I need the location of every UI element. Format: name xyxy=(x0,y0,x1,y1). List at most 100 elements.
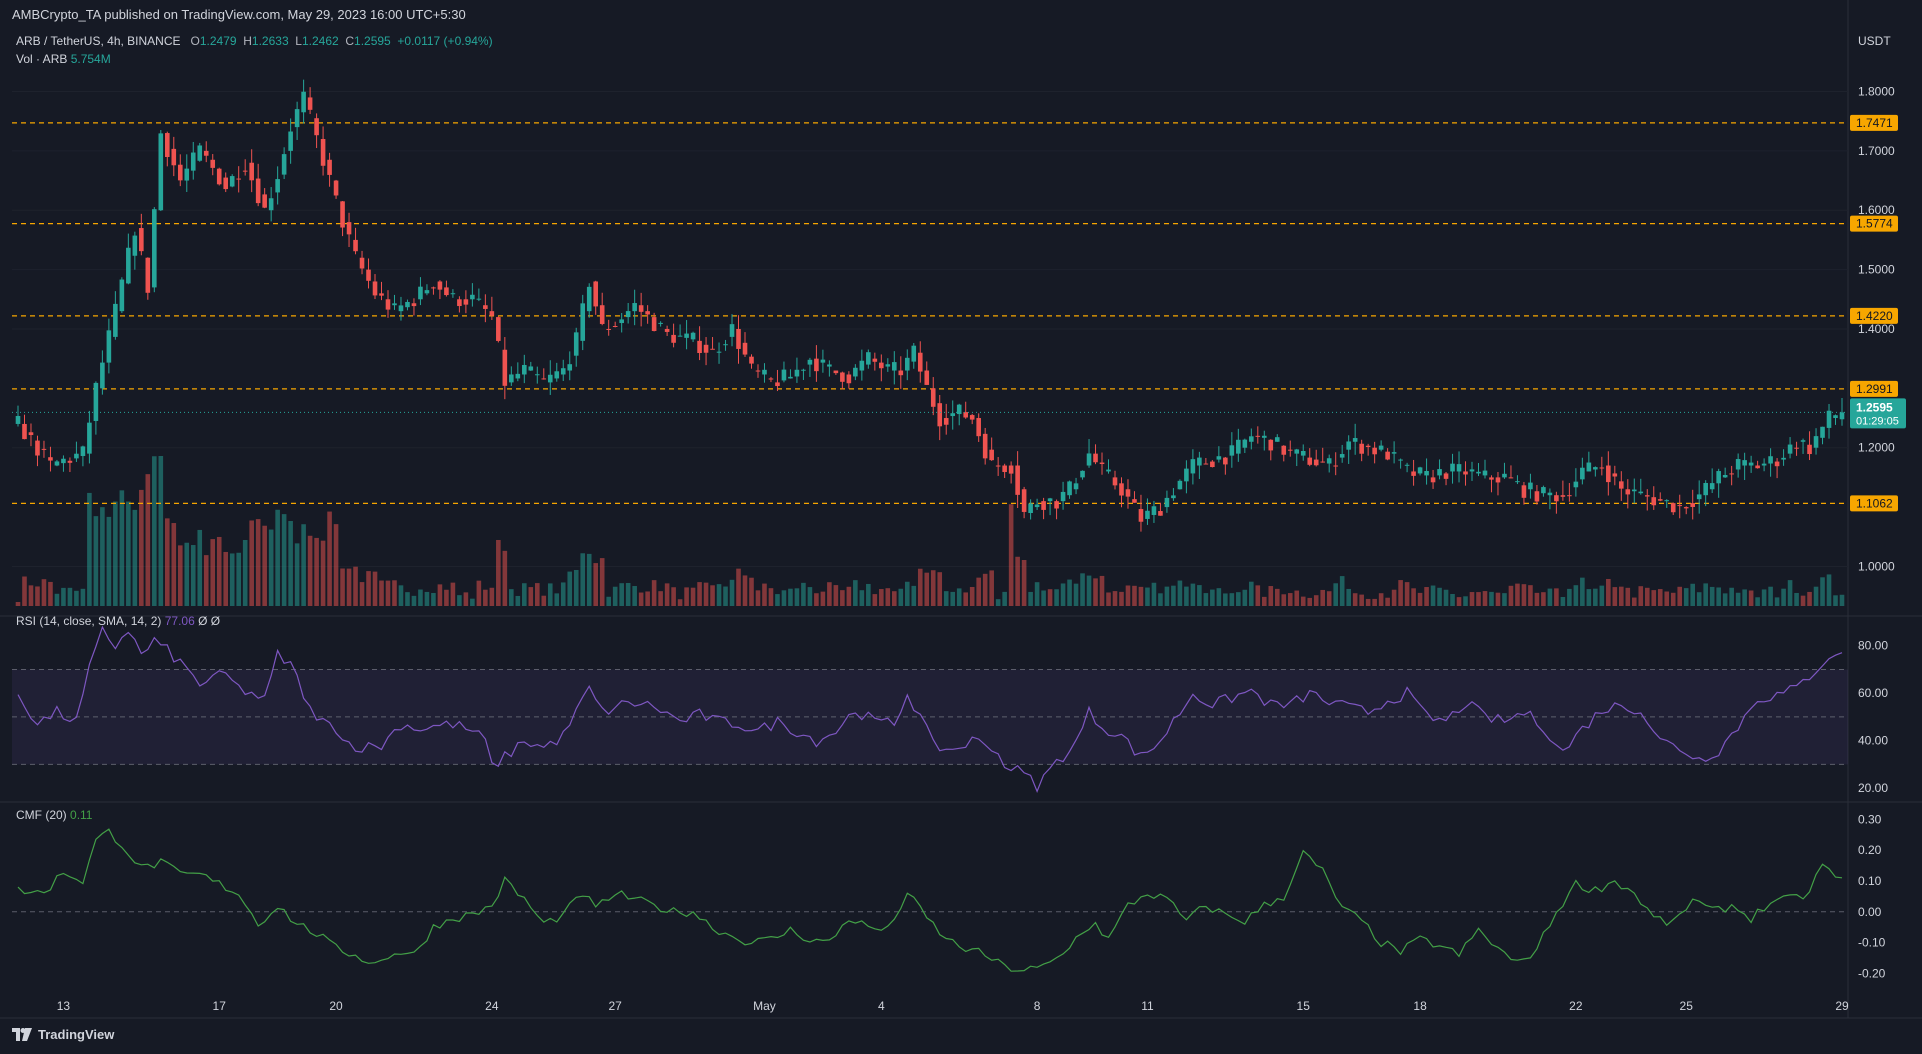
volume-bar xyxy=(1768,586,1773,606)
cmf-label[interactable]: CMF (20) xyxy=(16,808,67,822)
volume-bar xyxy=(950,591,956,606)
volume-bar xyxy=(379,580,384,606)
volume-bar xyxy=(1106,592,1111,606)
time-tick-label: May xyxy=(753,999,776,1013)
volume-bar xyxy=(794,588,800,606)
candle-body xyxy=(1619,481,1624,489)
candle-body xyxy=(703,344,709,353)
volume-bar xyxy=(1515,583,1520,606)
candle-body xyxy=(229,176,235,187)
volume-bar xyxy=(775,594,780,606)
level-label: 1.2991 xyxy=(1856,382,1893,396)
candle-body xyxy=(866,352,871,365)
candle-body xyxy=(1138,509,1144,522)
candle-body xyxy=(1229,445,1235,456)
candle-body xyxy=(969,415,975,420)
candle-body xyxy=(255,178,261,204)
candle-body xyxy=(80,446,86,457)
volume-bar xyxy=(288,521,293,606)
volume-bar xyxy=(1145,587,1150,606)
volume-bar xyxy=(995,599,1001,606)
volume-bar xyxy=(275,509,280,606)
symbol-name[interactable]: ARB / TetherUS, 4h, BINANCE xyxy=(16,34,181,48)
volume-bar xyxy=(1261,596,1267,606)
candle-body xyxy=(100,362,105,389)
candle-body xyxy=(522,364,527,375)
volume-bar xyxy=(781,590,787,606)
candle-body xyxy=(1352,438,1358,442)
volume-bar xyxy=(470,598,475,606)
volume-bar xyxy=(710,585,715,606)
cmf-tick-label: 0.20 xyxy=(1858,843,1882,857)
volume-bar xyxy=(1677,586,1683,606)
candle-body xyxy=(1093,453,1098,463)
volume-bar xyxy=(943,591,949,606)
price-tick-label: 1.5000 xyxy=(1858,263,1895,277)
cmf-legend[interactable]: CMF (20) 0.11 xyxy=(16,808,92,822)
candle-body xyxy=(697,340,702,354)
candle-body xyxy=(1067,481,1072,496)
candle-body xyxy=(1742,460,1747,466)
volume-bar xyxy=(437,584,443,606)
candle-body xyxy=(1281,445,1287,455)
rsi-legend[interactable]: RSI (14, close, SMA, 14, 2) 77.06 Ø Ø xyxy=(16,614,220,628)
candle-body xyxy=(625,311,631,318)
volume-bar xyxy=(457,595,462,606)
volume-bar xyxy=(113,501,118,606)
candle-body xyxy=(249,162,254,181)
candle-body xyxy=(1404,464,1410,466)
volume-bar xyxy=(1528,585,1533,606)
candle-body xyxy=(1502,473,1507,478)
volume-bar xyxy=(1430,585,1436,606)
candle-body xyxy=(1378,445,1384,450)
cmf-tick-label: -0.20 xyxy=(1858,966,1886,980)
volume-bar xyxy=(554,593,560,606)
candle-body xyxy=(1450,463,1455,472)
volume-bar xyxy=(1761,589,1767,606)
candle-body xyxy=(781,369,787,381)
volume-bar xyxy=(1593,588,1598,606)
low-label: L xyxy=(295,34,302,48)
volume-bar xyxy=(1281,594,1287,606)
volume-legend[interactable]: Vol · ARB 5.754M xyxy=(16,52,111,66)
candle-body xyxy=(15,415,21,424)
volume-bar xyxy=(1742,589,1747,606)
open-value: 1.2479 xyxy=(199,34,237,48)
price-tick-label: 1.0000 xyxy=(1858,559,1895,573)
candle-body xyxy=(1826,410,1832,428)
candle-body xyxy=(1236,439,1241,454)
volume-bar xyxy=(1216,588,1222,606)
volume-bar xyxy=(684,587,689,606)
candle-body xyxy=(943,418,949,425)
volume-bar xyxy=(152,456,157,606)
volume-label[interactable]: Vol · ARB xyxy=(16,52,68,66)
volume-bar xyxy=(879,589,884,606)
time-tick-label: 17 xyxy=(213,999,227,1013)
volume-bar xyxy=(1391,589,1397,606)
symbol-legend[interactable]: ARB / TetherUS, 4h, BINANCE O1.2479 H1.2… xyxy=(16,34,493,48)
candle-body xyxy=(840,372,845,382)
volume-bar xyxy=(1443,589,1449,606)
candle-body xyxy=(158,133,164,211)
volume-bar xyxy=(255,519,261,606)
rsi-label[interactable]: RSI (14, close, SMA, 14, 2) xyxy=(16,614,162,628)
volume-bar xyxy=(560,582,566,606)
currency-label[interactable]: USDT xyxy=(1858,34,1891,48)
volume-bar xyxy=(93,516,99,606)
candle-body xyxy=(1748,462,1754,466)
candle-body xyxy=(1333,465,1338,467)
publisher-text: AMBCrypto_TA published on TradingView.co… xyxy=(12,7,466,22)
candle-body xyxy=(1722,474,1728,478)
candle-body xyxy=(1651,497,1657,506)
volume-bar xyxy=(573,569,579,606)
volume-bar xyxy=(366,571,371,606)
volume-bar xyxy=(924,572,930,606)
volume-bar xyxy=(28,585,34,606)
candle-body xyxy=(1008,465,1014,474)
volume-bar xyxy=(301,524,306,606)
volume-bar xyxy=(444,589,449,606)
volume-bar xyxy=(1326,591,1332,606)
tradingview-logo[interactable]: TradingView xyxy=(12,1027,114,1042)
volume-bar xyxy=(1274,588,1280,606)
